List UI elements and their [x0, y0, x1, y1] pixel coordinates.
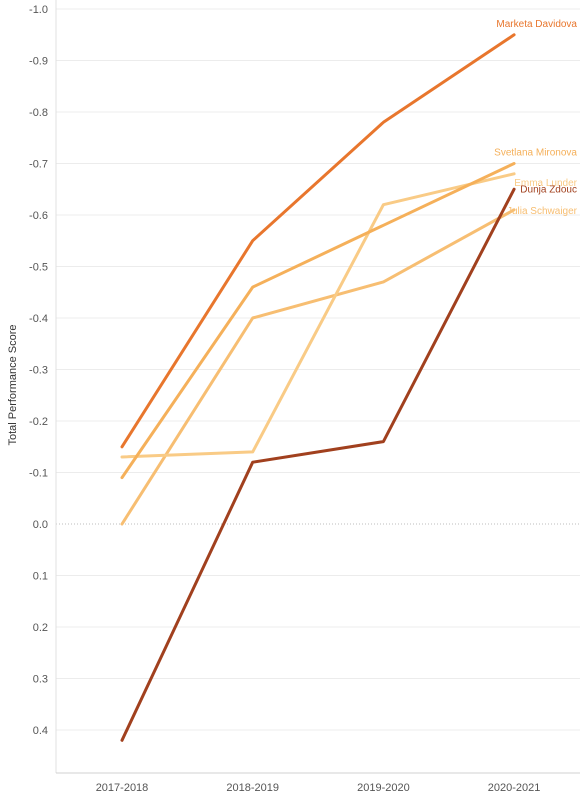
gridlines: [56, 8, 580, 731]
y-tick-label: 0.0: [33, 519, 48, 531]
y-tick-label: -0.7: [29, 159, 48, 171]
y-tick-label: 0.4: [33, 725, 48, 737]
y-tick-label: -1.0: [29, 4, 48, 16]
y-tick-label: -0.5: [29, 262, 48, 274]
series-labels: Marketa Davidova Svetlana Mironova Emma Lu…: [494, 19, 577, 217]
x-tick-label: 2018-2019: [226, 782, 279, 794]
y-tick-label: 0.1: [33, 571, 48, 583]
series-line: [120, 187, 516, 742]
series-end-label: Dunja Zdouc: [520, 184, 577, 195]
axes: -1.0 -0.9 -0.8 -0.7 -0.6 -0.5 -0.4 -0.3 -0.2 -0.1…: [29, 0, 580, 794]
series-line: [120, 33, 516, 449]
series-lines: [120, 33, 516, 742]
y-axis-title: Total Performance Score: [7, 324, 19, 445]
y-tick-label: -0.6: [29, 210, 48, 222]
y-tick-label: -0.4: [29, 313, 48, 325]
y-tick-label: 0.2: [33, 622, 48, 634]
y-tick-label: -0.2: [29, 416, 48, 428]
y-tick-label: -0.9: [29, 56, 48, 68]
x-tick-label: 2020-2021: [488, 782, 541, 794]
series-line: [120, 208, 516, 526]
x-tick-label: 2019-2020: [357, 782, 410, 794]
series-end-label: Marketa Davidova: [496, 19, 577, 30]
series-line: [120, 162, 516, 480]
series-end-label: Julia Schwaiger: [507, 206, 578, 217]
y-tick-label: -0.1: [29, 468, 48, 480]
series-end-label: Emma Lunder: [514, 178, 577, 189]
y-tick-label: -0.3: [29, 365, 48, 377]
series-line: [120, 172, 516, 459]
y-tick-label: -0.8: [29, 107, 48, 119]
series-end-label: Svetlana Mironova: [494, 148, 577, 159]
y-tick-label: 0.3: [33, 674, 48, 686]
x-tick-label: 2017-2018: [96, 782, 149, 794]
